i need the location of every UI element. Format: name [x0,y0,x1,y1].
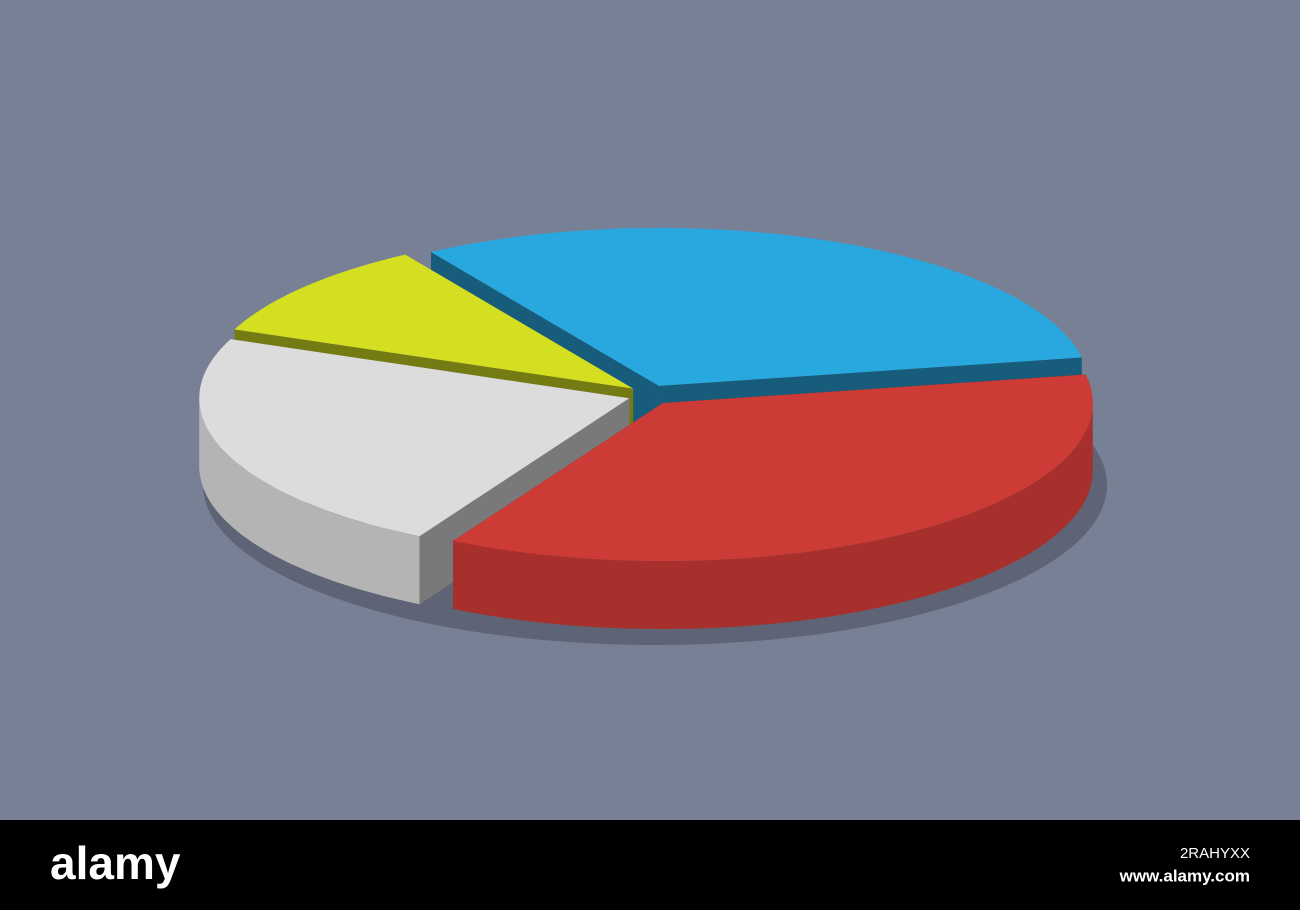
slice [453,374,1093,629]
slice [234,254,634,389]
slice-wall [453,403,1093,629]
footer-url: www.alamy.com [1119,866,1250,885]
image-id: 2RAHYXX [1180,845,1250,862]
slice [431,227,1082,386]
slice-wall [199,398,420,605]
footer-logo: alamy [50,837,181,889]
footer-bar [0,820,1300,910]
slice [199,339,630,537]
pie [199,227,1093,629]
slice [453,374,1093,561]
